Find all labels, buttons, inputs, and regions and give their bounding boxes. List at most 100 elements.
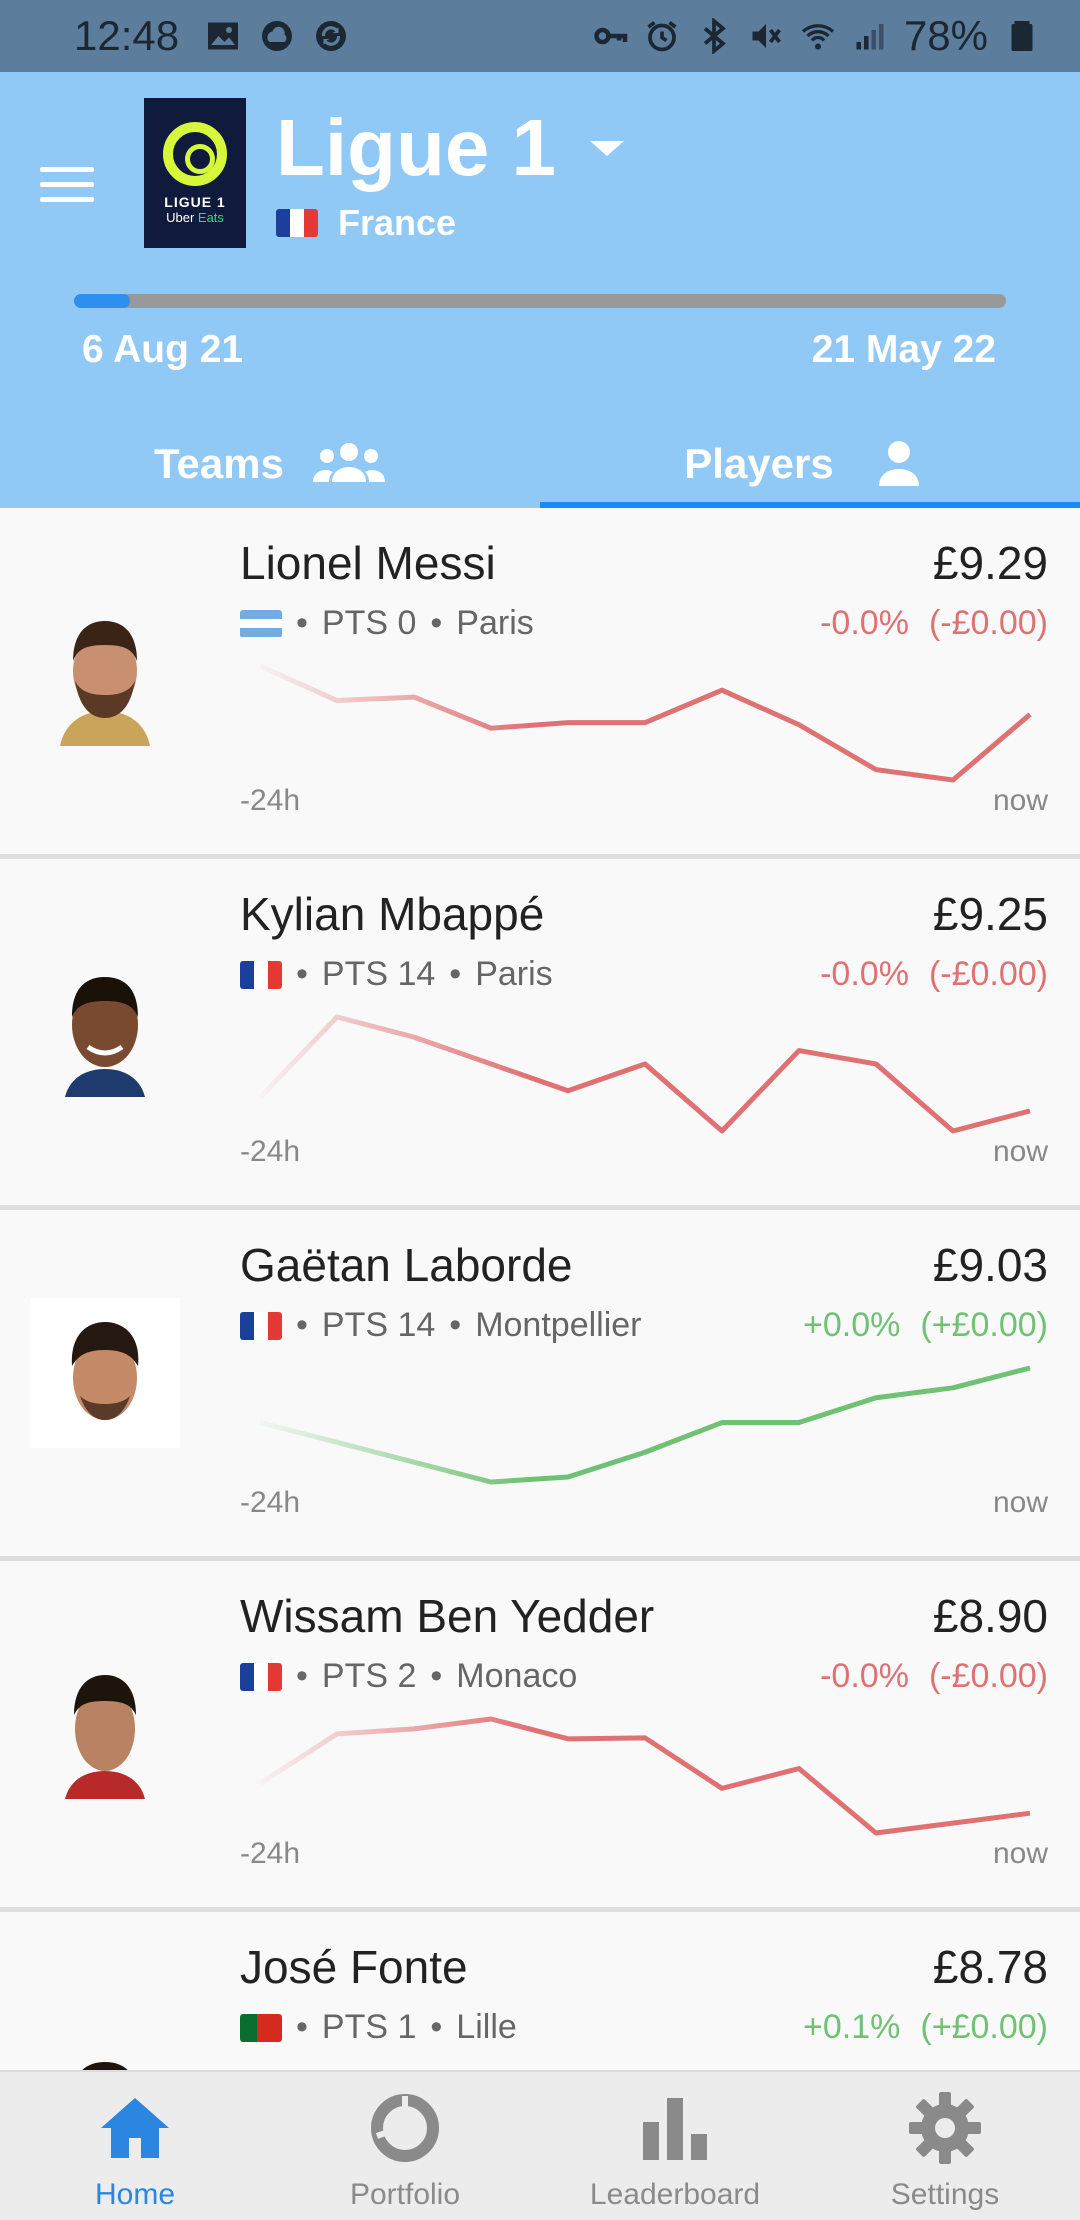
price-change-percent: -0.0% xyxy=(820,1657,909,1695)
france-flag-icon xyxy=(240,960,282,989)
player-row[interactable]: José Fonte £8.78 • PTS 1 • Lille +0.1% (… xyxy=(0,1912,1080,2070)
argentina-flag-icon xyxy=(240,609,282,638)
france-flag-icon xyxy=(276,209,318,237)
player-row[interactable]: Gaëtan Laborde £9.03 • PTS 14 • Montpell… xyxy=(0,1210,1080,1561)
season-start-date: 6 Aug 21 xyxy=(82,328,244,371)
player-row[interactable]: Wissam Ben Yedder £8.90 • PTS 2 • Monaco… xyxy=(0,1561,1080,1912)
portugal-flag-icon xyxy=(240,2013,282,2042)
price-change-amount: (+£0.00) xyxy=(920,2008,1048,2046)
league-name: Ligue 1 xyxy=(276,103,557,192)
player-points: PTS 14 xyxy=(321,1306,436,1344)
mute-icon xyxy=(748,18,784,54)
season-progress-fill xyxy=(74,294,130,308)
player-price: £8.90 xyxy=(932,1590,1048,1642)
price-change: -0.0% (-£0.00) xyxy=(820,604,1048,643)
player-price: £8.78 xyxy=(932,1941,1048,1993)
price-sparkline xyxy=(258,1716,1031,1836)
price-change-percent: -0.0% xyxy=(820,955,909,993)
sparkline-end-label: now xyxy=(992,1135,1048,1168)
player-club: Lille xyxy=(456,2008,517,2046)
sparkline-end-label: now xyxy=(992,784,1048,817)
player-points: PTS 14 xyxy=(321,955,436,993)
country-name: France xyxy=(338,202,457,243)
meta-separator: • xyxy=(296,2008,308,2046)
price-change-percent: +0.0% xyxy=(803,1306,901,1344)
season-progress-bar xyxy=(74,294,1006,308)
player-club: Paris xyxy=(456,604,534,642)
player-points: PTS 2 xyxy=(321,1657,417,1695)
france-flag-icon xyxy=(240,1662,282,1691)
dropdown-caret-icon xyxy=(590,140,625,156)
bluetooth-icon xyxy=(696,18,732,54)
price-change-amount: (-£0.00) xyxy=(928,1657,1048,1695)
sparkline-series xyxy=(258,1014,1031,1134)
sparkline-start-label: -24h xyxy=(240,1837,301,1870)
player-avatar xyxy=(30,947,180,1097)
player-meta: • PTS 1 • Lille xyxy=(240,2008,517,2047)
battery-level: 78% xyxy=(903,12,988,59)
price-change: -0.0% (-£0.00) xyxy=(820,955,1048,994)
wifi-icon xyxy=(800,18,836,54)
player-avatar xyxy=(30,2000,180,2070)
battery-icon xyxy=(1004,18,1040,54)
player-price: £9.29 xyxy=(932,537,1048,589)
player-name: Kylian Mbappé xyxy=(240,888,545,940)
player-price: £9.25 xyxy=(932,888,1048,940)
tab-teams[interactable]: Teams xyxy=(0,420,540,508)
price-change: -0.0% (-£0.00) xyxy=(820,1657,1048,1696)
meta-separator: • xyxy=(430,1657,443,1695)
player-meta: • PTS 0 • Paris xyxy=(240,604,534,643)
bar-chart-icon xyxy=(643,2098,707,2160)
player-meta: • PTS 14 • Montpellier xyxy=(240,1306,642,1345)
player-name: Gaëtan Laborde xyxy=(240,1239,573,1291)
meta-separator: • xyxy=(296,1306,308,1344)
player-avatar xyxy=(30,1298,180,1448)
player-list[interactable]: Lionel Messi £9.29 • PTS 0 • Paris -0.0%… xyxy=(0,508,1080,2070)
sparkline-series xyxy=(258,1716,1031,1836)
meta-separator: • xyxy=(449,955,462,993)
tab-players[interactable]: Players xyxy=(540,420,1080,508)
person-icon xyxy=(878,441,919,486)
player-row[interactable]: Lionel Messi £9.29 • PTS 0 • Paris -0.0%… xyxy=(0,508,1080,859)
sparkline-start-label: -24h xyxy=(240,1486,301,1519)
bottom-navigation: Home Portfolio Leaderboard Settings xyxy=(0,2070,1080,2220)
price-change-amount: (-£0.00) xyxy=(928,604,1048,642)
nav-home[interactable]: Home xyxy=(0,2072,270,2220)
status-time: 12:48 xyxy=(74,12,180,59)
vpn-key-icon xyxy=(592,18,628,54)
nav-portfolio[interactable]: Portfolio xyxy=(270,2072,540,2220)
player-club: Montpellier xyxy=(475,1306,642,1344)
price-change-amount: (+£0.00) xyxy=(920,1306,1048,1344)
price-change-percent: -0.0% xyxy=(820,604,909,642)
alarm-icon xyxy=(644,18,680,54)
tab-bar: Teams Players xyxy=(0,420,1080,508)
sync-icon xyxy=(313,18,349,54)
price-sparkline xyxy=(258,1014,1031,1134)
status-bar: 12:48 78% xyxy=(0,0,1080,72)
price-sparkline xyxy=(259,1365,1031,1485)
nav-settings[interactable]: Settings xyxy=(810,2072,1080,2220)
player-row[interactable]: Kylian Mbappé £9.25 • PTS 14 • Paris -0.… xyxy=(0,859,1080,1210)
price-change-amount: (-£0.00) xyxy=(928,955,1048,993)
app-header: LIGUE 1 Uber Eats Ligue 1 France 6 Aug 2… xyxy=(0,72,1080,508)
season-end-date: 21 May 22 xyxy=(811,328,996,371)
meta-separator: • xyxy=(296,1657,308,1695)
price-sparkline xyxy=(258,663,1032,783)
donut-chart-icon xyxy=(371,2094,439,2162)
player-name: José Fonte xyxy=(240,1941,468,1993)
league-selector[interactable]: Ligue 1 xyxy=(276,102,625,194)
player-name: Lionel Messi xyxy=(240,537,496,589)
menu-icon[interactable] xyxy=(40,152,104,216)
sparkline-series xyxy=(258,663,1032,783)
people-icon xyxy=(312,443,385,482)
sparkline-series xyxy=(259,1365,1031,1485)
price-change: +0.0% (+£0.00) xyxy=(803,1306,1048,1345)
price-change: +0.1% (+£0.00) xyxy=(803,2008,1048,2047)
meta-separator: • xyxy=(449,1306,462,1344)
image-icon xyxy=(205,18,241,54)
meta-separator: • xyxy=(430,604,443,642)
player-meta: • PTS 2 • Monaco xyxy=(240,1657,577,1696)
nav-leaderboard[interactable]: Leaderboard xyxy=(540,2072,810,2220)
player-club: Paris xyxy=(475,955,553,993)
signal-icon xyxy=(852,18,888,54)
